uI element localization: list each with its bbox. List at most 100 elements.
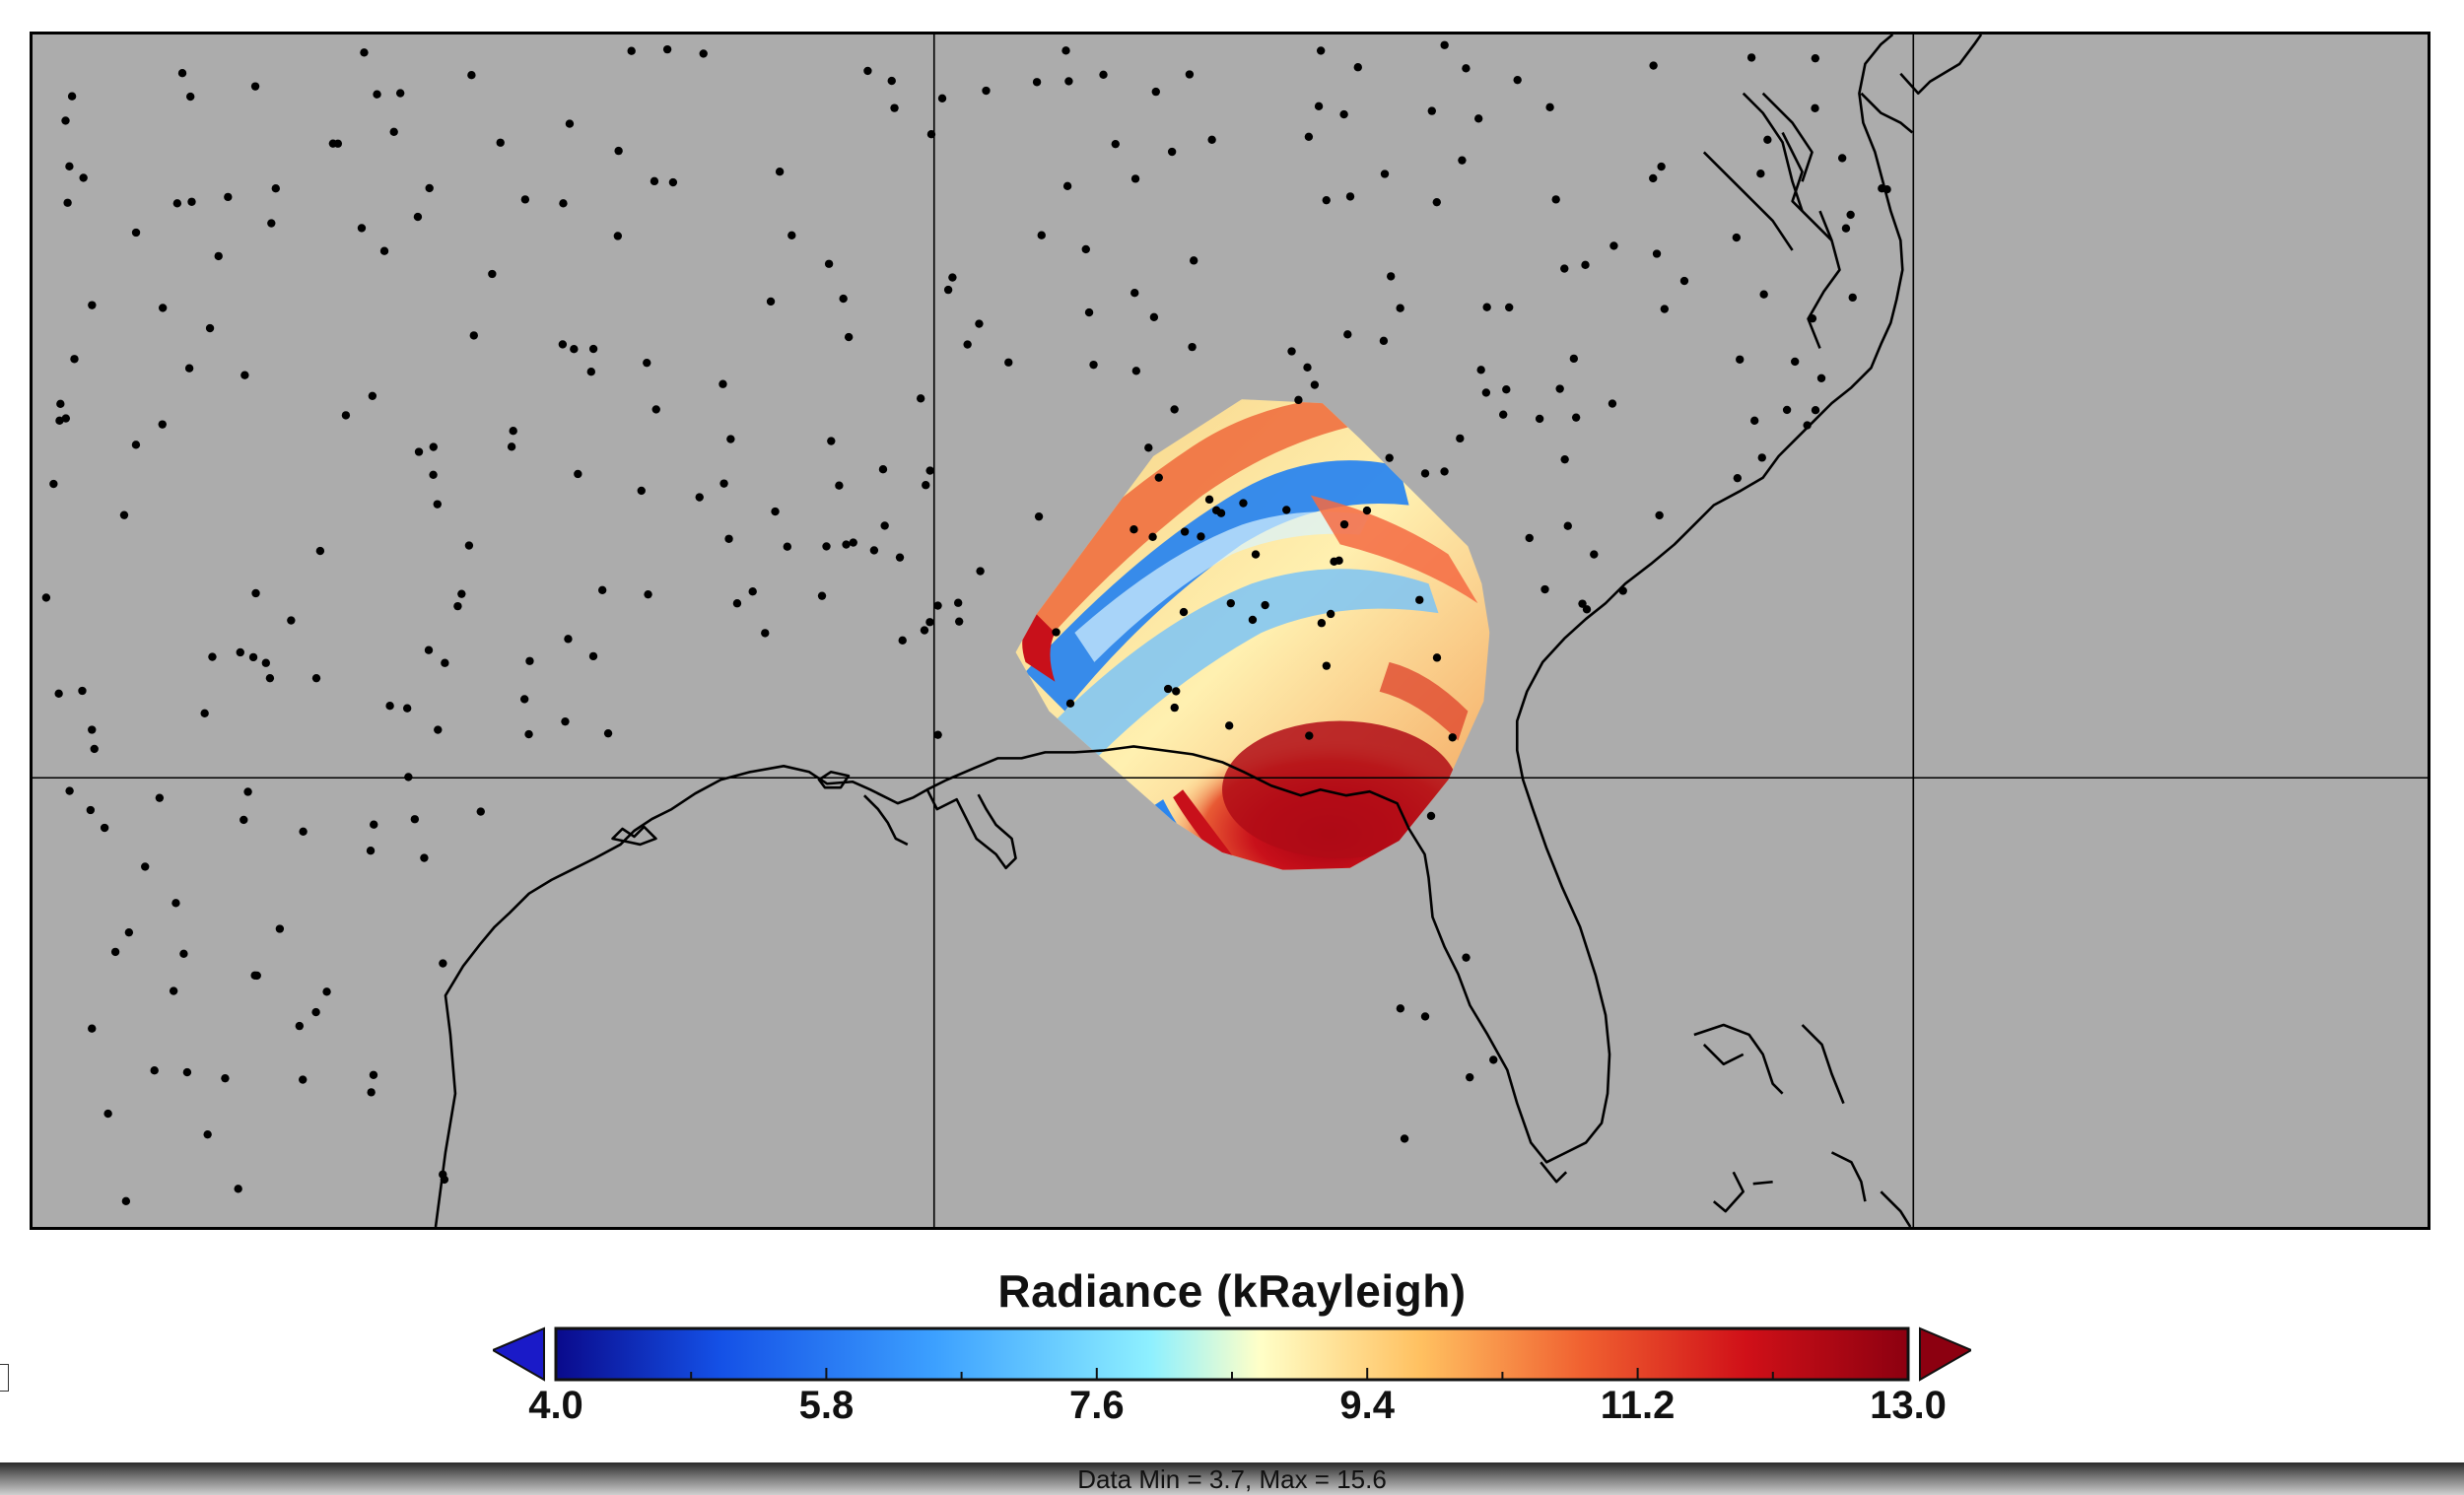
station-dot xyxy=(55,416,64,426)
station-dot xyxy=(1657,162,1666,171)
station-dot xyxy=(1525,533,1534,543)
station-dot xyxy=(1757,453,1766,462)
station-dot xyxy=(440,1175,449,1185)
station-dot xyxy=(250,971,259,980)
station-dot xyxy=(1211,506,1221,514)
station-dot xyxy=(766,297,776,306)
station-dot xyxy=(1803,421,1812,430)
station-dot xyxy=(1303,363,1312,373)
station-dot xyxy=(1130,174,1140,183)
station-dot xyxy=(1458,156,1467,165)
station-dot xyxy=(842,540,851,549)
station-dot xyxy=(119,510,129,519)
station-dot xyxy=(250,82,260,91)
station-dot xyxy=(1129,525,1138,534)
station-dot xyxy=(1841,224,1851,233)
station-dot xyxy=(203,1129,212,1139)
station-dot xyxy=(1065,699,1075,709)
station-dot xyxy=(275,924,285,933)
station-dot xyxy=(141,862,150,871)
station-dot xyxy=(976,567,985,576)
station-dot xyxy=(925,466,934,475)
station-dot xyxy=(311,1007,320,1017)
station-dot xyxy=(1197,532,1205,541)
station-dot xyxy=(265,673,275,683)
station-dot xyxy=(1759,290,1768,299)
station-dot xyxy=(1551,195,1560,204)
station-dot xyxy=(662,44,672,54)
station-dot xyxy=(379,246,389,255)
station-dot xyxy=(79,173,88,182)
station-dot xyxy=(1322,195,1331,205)
station-dot xyxy=(171,899,180,908)
station-dot xyxy=(370,820,378,829)
station-dot xyxy=(1571,413,1581,422)
station-dot xyxy=(565,119,575,128)
station-dot xyxy=(650,176,659,186)
station-dot xyxy=(70,355,79,364)
station-dot xyxy=(41,593,51,602)
station-dot xyxy=(1502,385,1511,394)
station-dot xyxy=(433,500,442,509)
station-dot xyxy=(1385,453,1394,462)
station-dot xyxy=(121,1196,131,1206)
station-dot xyxy=(248,652,258,662)
station-dot xyxy=(895,553,905,562)
station-dot xyxy=(1130,289,1139,298)
station-dot xyxy=(61,116,70,125)
colorbar-tick-label: 4.0 xyxy=(528,1384,583,1427)
station-dot xyxy=(177,69,187,78)
station-dot xyxy=(1609,241,1618,250)
station-dot xyxy=(564,635,573,644)
station-dot xyxy=(519,695,529,704)
station-dot xyxy=(787,231,796,239)
station-dot xyxy=(467,71,476,80)
station-dot xyxy=(1339,109,1348,119)
station-dot xyxy=(1362,506,1372,515)
station-dot xyxy=(574,469,582,479)
station-dot xyxy=(110,947,120,957)
station-dot xyxy=(1081,244,1090,254)
data-min-max: Data Min = 3.7, Max = 15.6 xyxy=(1077,1464,1387,1494)
station-dot xyxy=(1540,584,1549,594)
station-dot xyxy=(948,273,957,282)
station-dot xyxy=(315,546,325,556)
station-dot xyxy=(570,345,579,354)
station-dot xyxy=(1170,405,1179,414)
station-dot xyxy=(414,447,424,456)
station-dot xyxy=(1379,336,1389,346)
station-dot xyxy=(1345,192,1355,201)
station-dot xyxy=(413,212,423,222)
station-dot xyxy=(1032,78,1042,87)
station-dot xyxy=(1489,1055,1498,1064)
station-dot xyxy=(100,823,109,833)
station-dot xyxy=(637,486,646,496)
station-dot xyxy=(1111,139,1120,149)
station-dot xyxy=(267,219,276,228)
station-dot xyxy=(775,168,785,176)
map-frame xyxy=(30,32,2430,1230)
station-dot xyxy=(1185,70,1195,79)
station-dot xyxy=(1172,687,1181,696)
station-dot xyxy=(1440,40,1449,49)
station-dot xyxy=(1448,733,1457,742)
map-canvas xyxy=(33,34,2428,1227)
station-dot xyxy=(205,323,215,333)
station-dot xyxy=(103,1109,112,1119)
station-dot xyxy=(1790,357,1800,367)
station-dot xyxy=(1736,355,1745,364)
station-dot xyxy=(668,177,678,187)
station-dot xyxy=(61,414,71,423)
station-dot xyxy=(65,162,74,171)
station-dot xyxy=(1131,367,1141,375)
station-dot xyxy=(1163,684,1173,694)
station-dot xyxy=(1432,653,1442,662)
station-dot xyxy=(588,344,598,354)
station-dot xyxy=(368,391,377,400)
station-dot xyxy=(1618,586,1627,595)
station-dot xyxy=(1660,305,1670,313)
station-dot xyxy=(360,48,369,57)
station-dot xyxy=(54,689,63,698)
station-dot xyxy=(88,1024,97,1033)
station-dot xyxy=(1466,1072,1474,1082)
